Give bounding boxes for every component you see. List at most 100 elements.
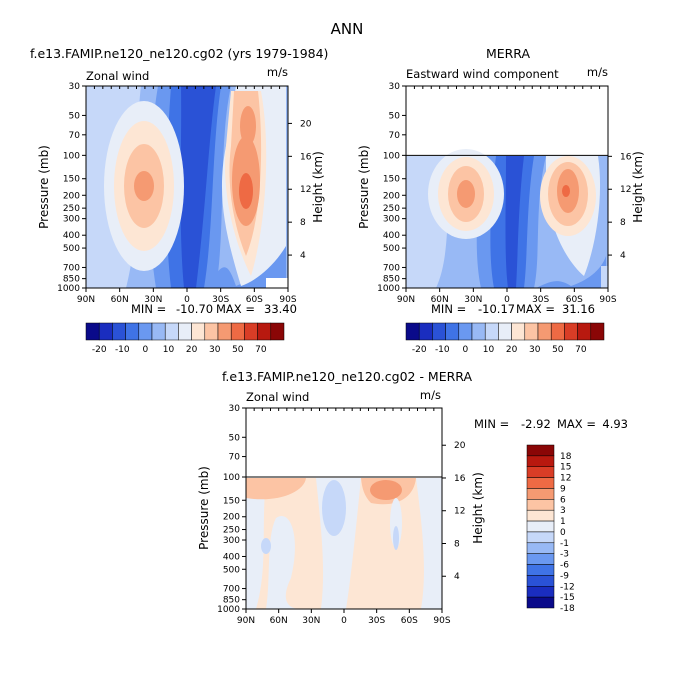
- y-tick-label: 200: [223, 513, 240, 523]
- y-tick-label: 70: [229, 453, 241, 463]
- colorbar-swatch: [230, 322, 245, 341]
- contour-region: [457, 180, 475, 208]
- y-tick-label: 850: [383, 275, 400, 285]
- contour-region: [406, 256, 606, 288]
- colorbar-label: -6: [560, 561, 569, 571]
- colorbar-label: 9: [560, 484, 566, 494]
- colorbar-swatch: [125, 322, 140, 341]
- panel-merra-ylabel: Pressure (mb): [357, 145, 371, 229]
- colorbar-label: -9: [560, 571, 569, 581]
- panel-merra-left-label: Eastward wind component: [406, 67, 559, 81]
- colorbar-swatch: [405, 322, 420, 341]
- y-tick-label: 100: [383, 151, 400, 161]
- contour-region: [390, 498, 402, 548]
- colorbar-swatch: [151, 322, 166, 341]
- x-tick-label: 30S: [212, 295, 229, 305]
- y-tick-label: 1000: [57, 284, 80, 294]
- y-tick-label: 100: [223, 473, 240, 483]
- panel-model-plot: [86, 86, 288, 288]
- y-tick-label: 300: [383, 215, 400, 225]
- y-tick-label: 300: [223, 536, 240, 546]
- contour-region: [416, 478, 442, 609]
- y-tick-label: 300: [63, 215, 80, 225]
- contour-region: [562, 185, 570, 197]
- colorbar-swatch: [445, 322, 460, 341]
- colorbar-label: 0: [560, 528, 566, 538]
- colorbar-swatch: [138, 322, 153, 341]
- y-tick-label: 70: [389, 131, 401, 141]
- y-tick-label: 400: [63, 231, 80, 241]
- y-tick-label: 850: [223, 596, 240, 606]
- panel-model-stat-max-label: MAX =: [216, 302, 255, 316]
- contour-region: [246, 478, 266, 609]
- colorbar-swatch: [526, 466, 555, 478]
- colorbar-swatch: [526, 444, 555, 457]
- contour-region: [240, 106, 256, 146]
- panel-model-stat-min-label: MIN =: [131, 302, 166, 316]
- panel-merra-ylabel-right: Height (km): [631, 151, 645, 222]
- x-tick-label: 60N: [111, 295, 129, 305]
- colorbar-label: -10: [115, 345, 130, 355]
- x-tick-label: 0: [504, 295, 510, 305]
- panel-merra-title: MERRA: [486, 46, 531, 61]
- colorbar-swatch: [564, 322, 578, 341]
- colorbar-swatch: [526, 509, 555, 522]
- y-tick-label: 200: [383, 191, 400, 201]
- x-tick-label: 90S: [433, 616, 450, 626]
- x-tick-label: 60N: [270, 616, 288, 626]
- colorbar-label: -18: [560, 604, 575, 614]
- colorbar-swatch: [526, 564, 555, 576]
- y-tick-label: 30: [69, 82, 81, 92]
- contour-region: [266, 516, 301, 609]
- figure-title: ANN: [331, 20, 364, 38]
- y-tick-label: 50: [229, 433, 241, 443]
- colorbar-label: -20: [412, 345, 427, 355]
- y-tick-label: 30: [229, 404, 241, 414]
- colorbar-swatch: [204, 322, 219, 341]
- panel-diff: f.e13.FAMIP.ne120_ne120.cg02 - MERRA Zon…: [197, 369, 628, 626]
- y-tick-label: 500: [63, 244, 80, 254]
- y-tick-label: 400: [223, 552, 240, 562]
- colorbar-swatch: [484, 322, 499, 341]
- colorbar-swatch: [164, 322, 179, 341]
- colorbar-label: 70: [255, 345, 267, 355]
- colorbar-swatch: [537, 322, 552, 341]
- height-tick-label: 8: [300, 218, 306, 228]
- colorbar-swatch: [526, 542, 555, 554]
- colorbar-swatch: [526, 477, 555, 489]
- colorbar-swatch: [112, 322, 126, 341]
- y-tick-label: 30: [389, 82, 401, 92]
- x-tick-label: 60S: [566, 295, 583, 305]
- panel-diff-stat-min: -2.92: [521, 417, 551, 431]
- y-tick-label: 70: [69, 131, 81, 141]
- height-tick-label: 16: [300, 152, 312, 162]
- missing-data: [246, 408, 442, 478]
- y-tick-label: 1000: [377, 284, 400, 294]
- y-tick-label: 1000: [217, 605, 240, 615]
- panel-model-stat-max: 33.40: [264, 302, 297, 316]
- panel-merra: MERRA Eastward wind component m/s 30 50 70…: [357, 46, 645, 355]
- y-tick-label: 100: [63, 151, 80, 161]
- height-tick-label: 20: [454, 441, 466, 451]
- colorbar-swatch: [526, 499, 555, 511]
- colorbar-label: 6: [560, 495, 566, 505]
- contour-region: [370, 480, 402, 500]
- contour-region: [246, 478, 306, 500]
- colorbar-label: 0: [143, 345, 149, 355]
- colorbar-label: -12: [560, 582, 575, 592]
- x-tick-label: 0: [184, 295, 190, 305]
- panel-model-colorbar: -20 -10 0 10 20 30 50 70: [85, 322, 285, 355]
- colorbar-label: 18: [560, 452, 572, 462]
- colorbar-label: 1: [560, 517, 566, 527]
- panel-model-axes: 305070100150200250300400500700850100090N…: [57, 82, 312, 305]
- y-tick-label: 150: [63, 175, 80, 185]
- colorbar-swatch: [471, 322, 486, 341]
- x-tick-label: 60N: [431, 295, 449, 305]
- y-tick-label: 50: [69, 111, 81, 121]
- x-tick-label: 90S: [279, 295, 296, 305]
- colorbar-swatch: [458, 322, 473, 341]
- y-tick-label: 700: [223, 585, 240, 595]
- contour-region: [180, 86, 216, 288]
- contour-region: [239, 173, 253, 209]
